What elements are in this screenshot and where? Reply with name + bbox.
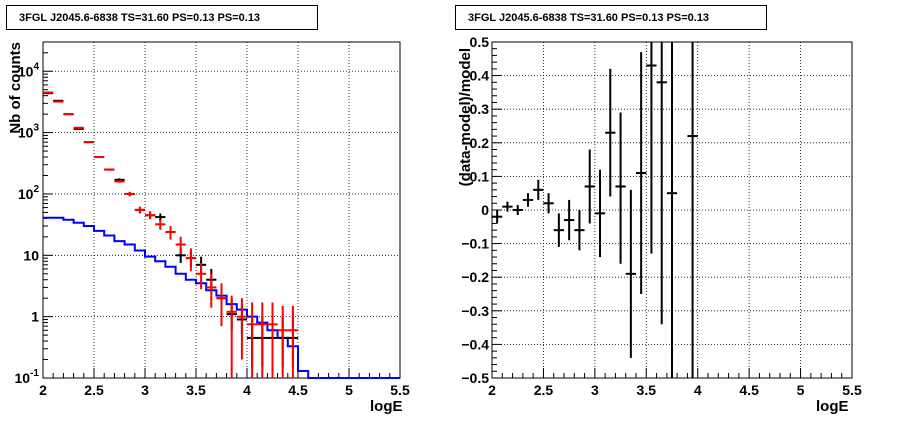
residual-point (502, 201, 513, 212)
y-tick-label: 0 (481, 202, 489, 218)
x-tick-label: 4 (243, 382, 251, 398)
data-point-red (73, 126, 84, 129)
y-tick-label: 104 (18, 61, 40, 79)
x-tick-label: 2 (39, 382, 47, 398)
residual-point (543, 193, 554, 214)
data-point-red (287, 305, 298, 378)
residual-point (605, 68, 616, 197)
y-tick-label: 0.1 (470, 168, 490, 184)
residual-point (625, 189, 636, 358)
x-tick-label: 2.5 (534, 382, 554, 398)
y-tick-label: −0.2 (461, 269, 489, 285)
model-histogram-line (43, 216, 400, 379)
x-tick-label: 3.5 (637, 382, 657, 398)
y-tick-label: −0.1 (461, 236, 489, 252)
x-tick-label: 5.5 (842, 382, 862, 398)
residual-point (666, 42, 678, 378)
data-point-red (267, 302, 278, 378)
residual-point (574, 210, 585, 251)
x-tick-label: 5 (797, 382, 805, 398)
residual-point (615, 112, 626, 264)
y-tick-label: −0.3 (461, 303, 489, 319)
residual-point (584, 149, 595, 224)
data-point-red (236, 298, 247, 360)
data-point-red (257, 302, 268, 378)
data-point-red (277, 305, 288, 378)
x-tick-label: 3 (591, 382, 599, 398)
data-point-red (216, 283, 227, 327)
data-point-red (185, 248, 196, 272)
data-point-red (104, 168, 115, 171)
x-axis-label: logE (816, 398, 849, 415)
residual-point (646, 42, 657, 254)
residual-point (564, 199, 575, 241)
y-axis-label: Nb of counts (7, 42, 24, 134)
plot-frame (42, 41, 401, 379)
y-tick-label: 0.3 (470, 101, 490, 117)
y-tick-label: 0.2 (470, 135, 490, 151)
y-tick-label: 102 (18, 184, 40, 202)
x-axis-label: logE (370, 398, 403, 415)
x-tick-label: 3 (141, 382, 149, 398)
data-point-red (206, 273, 217, 308)
data-point-red (83, 141, 94, 144)
x-tick-label: 5 (345, 382, 353, 398)
data-point-red (145, 211, 156, 220)
x-tick-label: 2 (488, 382, 496, 398)
right-chart-title: 3FGL J2045.6-6838 TS=31.60 PS=0.13 PS=0.… (455, 5, 767, 30)
data-point-red (155, 219, 166, 230)
residual-point (656, 42, 667, 325)
data-point-red (114, 180, 125, 183)
x-tick-label: 4 (694, 382, 702, 398)
residual-point (512, 204, 523, 216)
data-point-red (165, 226, 176, 240)
y-tick-label: 0.4 (470, 68, 490, 84)
data-point-red (247, 302, 258, 378)
residual-point (687, 42, 698, 378)
residual-point (553, 213, 564, 247)
y-tick-label: 103 (18, 123, 40, 141)
y-tick-label: −0.4 (461, 336, 489, 352)
residual-point (522, 193, 534, 207)
residual-point (636, 52, 647, 294)
y-tick-label: −0.5 (461, 370, 489, 386)
data-point-red (134, 206, 145, 214)
data-point-red (94, 156, 105, 159)
left-chart-title: 3FGL J2045.6-6838 TS=31.60 PS=0.13 PS=0.… (6, 5, 318, 30)
x-tick-label: 5.5 (390, 382, 410, 398)
data-point-red (196, 262, 207, 290)
data-point-red (53, 100, 64, 103)
x-tick-label: 3.5 (186, 382, 206, 398)
y-axis-label: (data-model)/model (457, 48, 474, 186)
residuals-panel: 2 2.5 3 3.5 4 4.5 5 5.5 −0.5 −0.4 −0.3 −0.2 −0.1 0 0.1… (457, 34, 862, 415)
data-point-red (226, 295, 237, 378)
data-point-red (175, 236, 186, 255)
y-tick-label: 10 (23, 247, 39, 263)
data-point-red (63, 113, 74, 116)
y-tick-label: 1 (31, 309, 39, 325)
residual-point (594, 169, 606, 258)
counts-panel: 2 2.5 3 3.5 4 4.5 5 5.5 10-1 1 10 102 103 104 logE Nb o… (7, 41, 410, 415)
data-point-red (124, 191, 135, 197)
x-tick-label: 4.5 (739, 382, 759, 398)
y-tick-label: 10-1 (15, 368, 40, 386)
x-tick-label: 2.5 (84, 382, 104, 398)
residual-point (492, 210, 503, 224)
residual-point (533, 179, 544, 200)
x-tick-label: 4.5 (288, 382, 308, 398)
y-tick-label: 0.5 (470, 34, 490, 50)
data-point-red (43, 91, 54, 94)
